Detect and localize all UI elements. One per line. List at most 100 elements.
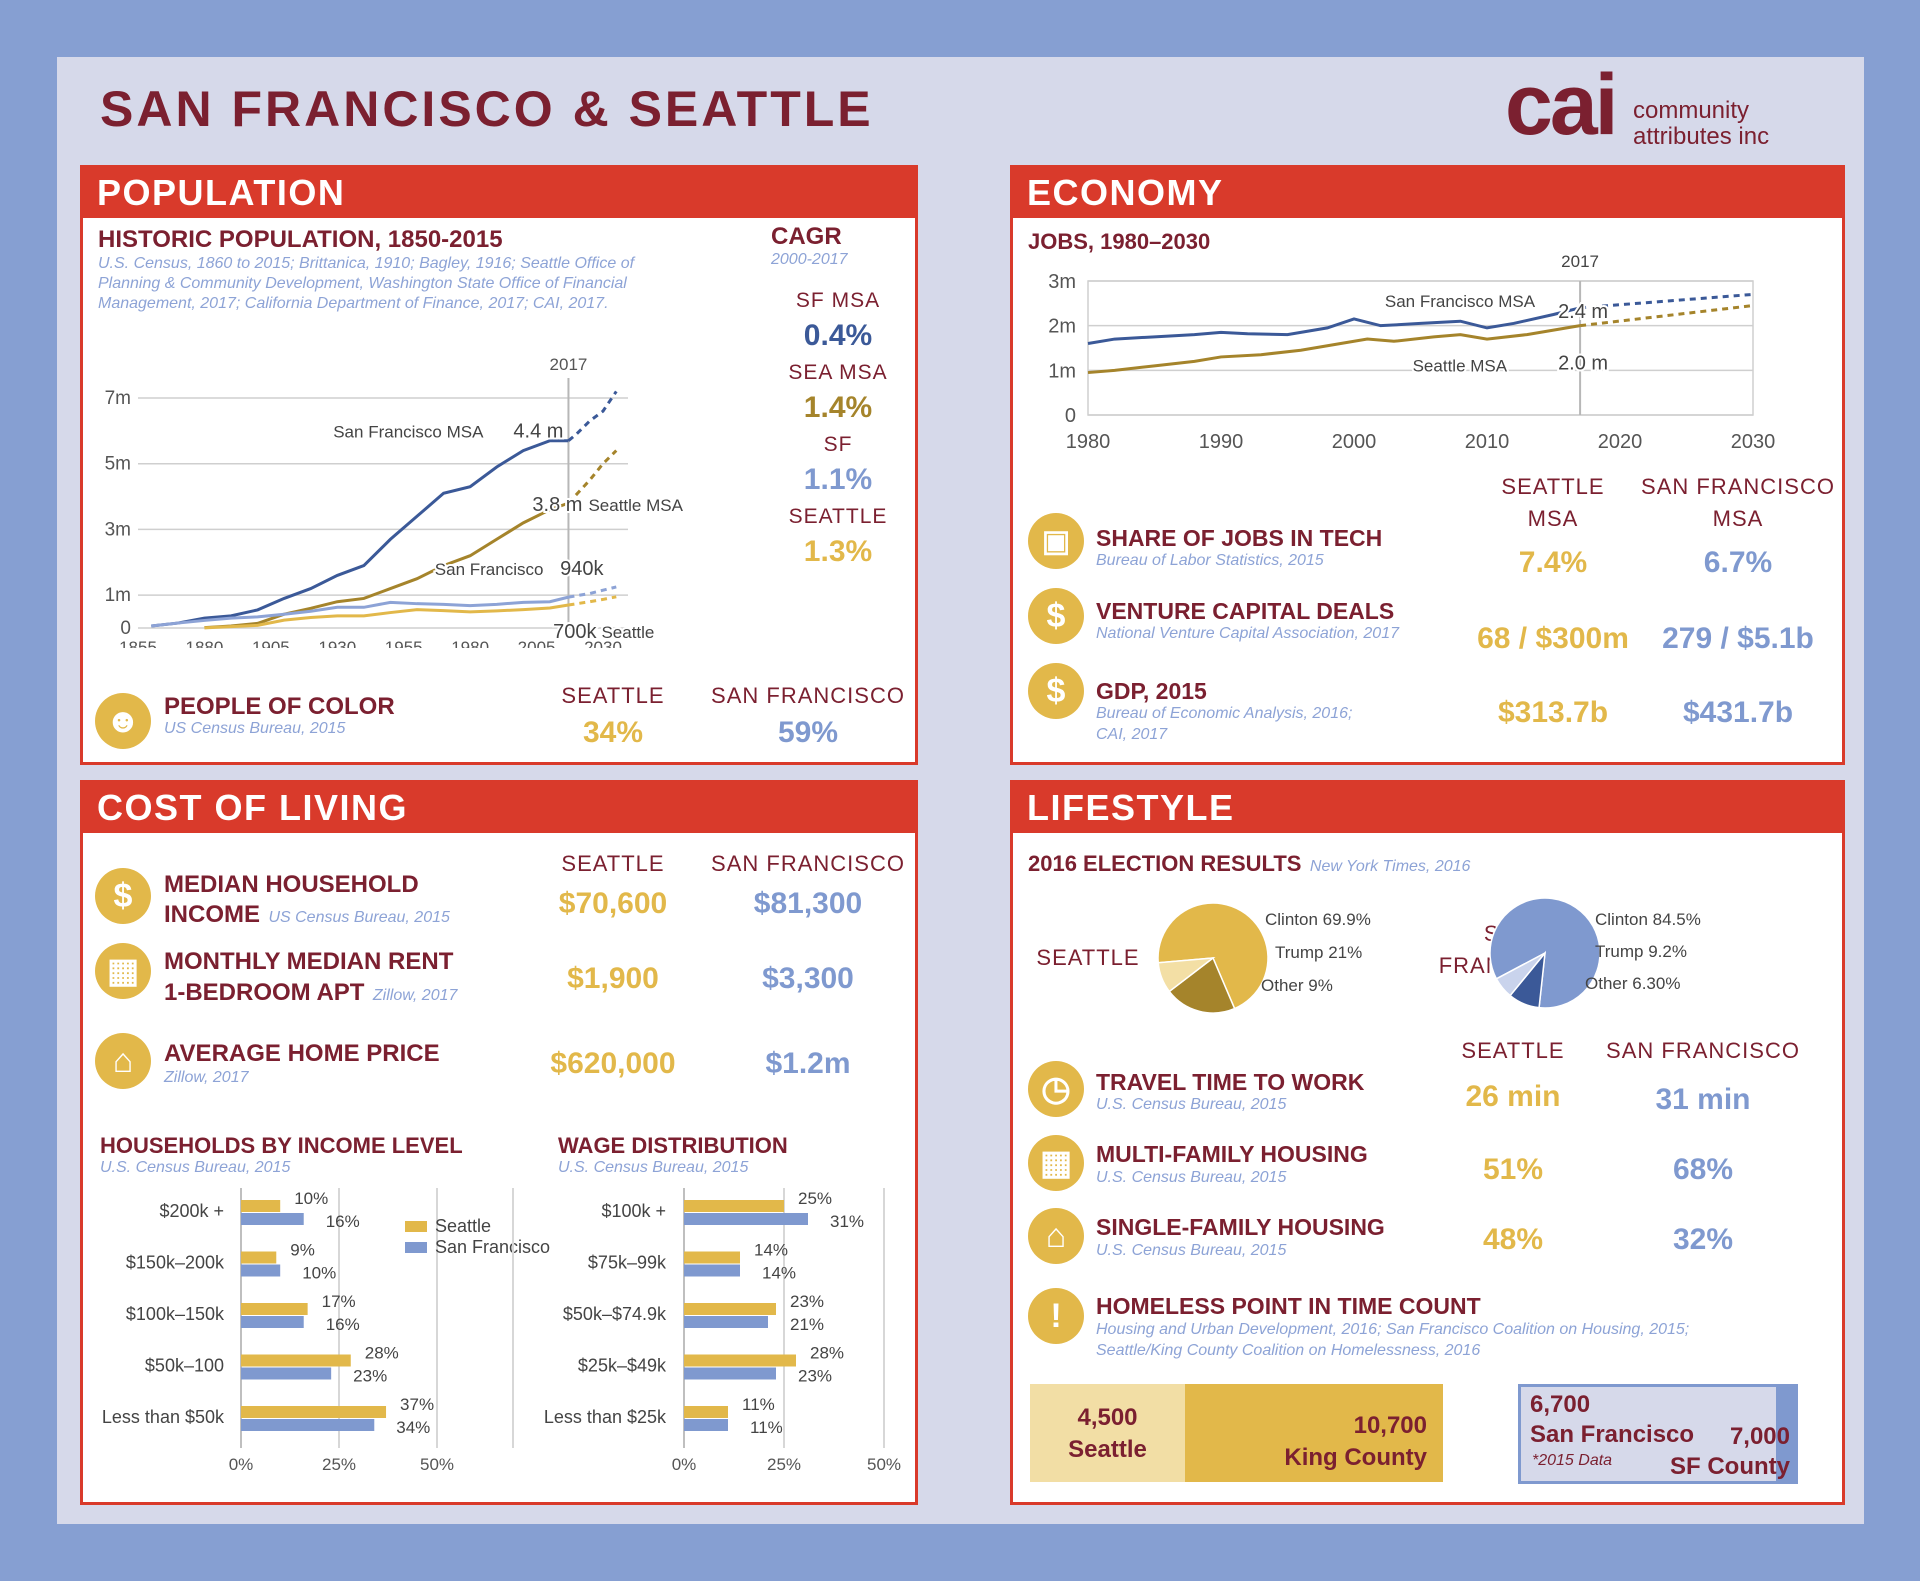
population-source-line: Planning & Community Development, Washin…	[98, 275, 627, 292]
series-label: San Francisco MSA	[1385, 292, 1536, 311]
election-heading: 2016 ELECTION RESULTS New York Times, 20…	[1028, 851, 1470, 877]
econ-row-source: Bureau of Labor Statistics, 2015	[1096, 552, 1324, 569]
econ-row-source: National Venture Capital Association, 20…	[1096, 625, 1399, 642]
bar-value-label: 14%	[754, 1241, 788, 1260]
pie-label: Other 6.30%	[1585, 974, 1680, 993]
category-label: $100k–150k	[126, 1304, 225, 1324]
series-label: 2.4 m	[1558, 301, 1608, 323]
col-seattle: SEATTLE	[561, 851, 665, 876]
life-row-seattle: 48%	[1482, 1223, 1544, 1256]
y-tick-label: 1m	[1048, 360, 1076, 382]
series-projection-1	[567, 449, 618, 505]
cagr-label: SF	[823, 433, 853, 456]
lifestyle-header: LIFESTYLE	[1013, 783, 1842, 833]
people-sf-value: 59%	[777, 716, 839, 749]
cagr-item: SF MSA 0.4%	[763, 289, 913, 353]
life-row-title: MULTI-FAMILY HOUSING	[1096, 1141, 1368, 1167]
col-seattle: SEATTLE	[561, 683, 665, 708]
col-sf-msa: SAN FRANCISCO MSA	[1633, 471, 1843, 535]
x-tick-label: 2010	[1465, 431, 1510, 453]
income-wage-bar-charts: 0% 25% 50% $200k + 10% 16% $150k–200k 9% 10% $100…	[102, 1188, 901, 1474]
cagr-title: CAGR	[771, 223, 842, 250]
category-label: $50k–$74.9k	[563, 1304, 667, 1324]
bar	[684, 1213, 808, 1225]
people-icon: ☻	[95, 693, 151, 749]
category-label: $25k–$49k	[578, 1356, 667, 1376]
homeless-sf-label: San Francisco	[1530, 1421, 1695, 1448]
bar-value-label: 16%	[326, 1315, 360, 1334]
y-tick-label: 1m	[105, 585, 131, 606]
x-tick-label: 0%	[672, 1455, 697, 1474]
life-row-source: U.S. Census Bureau, 2015	[1096, 1169, 1287, 1186]
x-tick-label: 2030	[1731, 431, 1776, 453]
pie-slice	[1495, 952, 1546, 997]
x-tick-label: 2020	[1598, 431, 1643, 453]
x-tick-label: 25%	[322, 1455, 356, 1474]
population-chart-title: HISTORIC POPULATION, 1850-2015	[98, 226, 503, 253]
category-label: $200k +	[159, 1201, 224, 1221]
bar	[684, 1251, 740, 1264]
home-alert-icon: !	[1028, 1288, 1084, 1344]
population-source-line: Management, 2017; California Department …	[98, 295, 609, 312]
life-row-source: U.S. Census Bureau, 2015	[1096, 1242, 1287, 1259]
econ-row-title: SHARE OF JOBS IN TECH	[1096, 525, 1383, 551]
bar	[241, 1303, 308, 1315]
homeless-seattle-label: Seattle	[1068, 1436, 1147, 1463]
life-row-sf: 32%	[1672, 1223, 1734, 1256]
homeless-sf-block: 6,700 San Francisco *2015 Data 7,000 SF …	[1518, 1384, 1798, 1484]
homeless-king-number: 10,700	[1353, 1412, 1427, 1439]
home-price-sf: $1.2m	[765, 1047, 851, 1080]
homeless-king-county: 10,700 King County	[1284, 1410, 1427, 1474]
income-sf: $81,300	[753, 887, 863, 920]
bar	[241, 1354, 351, 1367]
legend-label: Seattle	[435, 1216, 491, 1236]
bar-value-label: 28%	[365, 1344, 399, 1363]
series-line-1	[1087, 324, 1581, 375]
bar-value-label: 11%	[742, 1395, 775, 1414]
bar	[684, 1303, 776, 1315]
rent-title-line-2: 1-BEDROOM APT Zillow, 2017	[164, 979, 457, 1007]
rent-source: Zillow, 2017	[372, 987, 458, 1004]
life-row-seattle: 51%	[1482, 1153, 1544, 1186]
life-row-seattle: 26 min	[1465, 1080, 1561, 1113]
legend-label: San Francisco	[435, 1237, 550, 1257]
pie-slice	[1168, 956, 1236, 1014]
homeless-seattle-number: 4,500	[1077, 1404, 1138, 1431]
dollar-icon: $	[1028, 588, 1084, 644]
bar	[241, 1367, 332, 1380]
x-tick-label: 0%	[229, 1455, 254, 1474]
bar	[241, 1213, 304, 1225]
y-tick-label: 3m	[1048, 271, 1076, 293]
building-icon: ▦	[95, 943, 151, 999]
bar-value-label: 17%	[322, 1292, 356, 1311]
category-label: $100k +	[601, 1201, 666, 1221]
cagr-label: SEA MSA	[788, 361, 888, 384]
y-tick-label: 5m	[105, 454, 131, 475]
lifestyle-panel: LIFESTYLE 2016 ELECTION RESULTS New York…	[1010, 780, 1845, 1505]
dollar-icon: $	[95, 868, 151, 924]
col-san-francisco: SAN FRANCISCO	[711, 851, 905, 876]
logo-mark: cai	[1505, 57, 1619, 153]
col-seattle-msa-line: SEATTLE	[1501, 474, 1605, 499]
homeless-sf-city	[1521, 1387, 1776, 1481]
bar-value-label: 10%	[302, 1264, 336, 1283]
econ-row-seattle: $313.7b	[1497, 696, 1609, 729]
homeless-king-label: King County	[1284, 1444, 1427, 1471]
homeless-source: Seattle/King County Coalition on Homeles…	[1096, 1342, 1481, 1359]
series-line-1	[204, 501, 569, 630]
bar-value-label: 37%	[400, 1395, 434, 1414]
bar	[684, 1406, 728, 1418]
population-line-chart: 0 1m 3m 5m 7m 1855 1880 1905 1930 1955 1980 2005 203…	[105, 355, 686, 648]
cagr-value: 1.4%	[803, 391, 873, 424]
bar-value-label: 28%	[810, 1344, 844, 1363]
x-tick-label: 50%	[420, 1455, 454, 1474]
income-title: MEDIAN HOUSEHOLD	[164, 871, 419, 898]
col-sf-msa-line: SAN FRANCISCO	[1641, 474, 1835, 499]
category-label: Less than $25k	[544, 1407, 667, 1427]
life-row-title: TRAVEL TIME TO WORK	[1096, 1069, 1365, 1095]
election-source: New York Times, 2016	[1309, 858, 1471, 875]
x-tick-label: 1905	[252, 638, 290, 648]
bar	[241, 1316, 304, 1328]
homeless-sfc-label: SF County	[1670, 1453, 1790, 1480]
pie-label: Trump 21%	[1275, 943, 1362, 962]
